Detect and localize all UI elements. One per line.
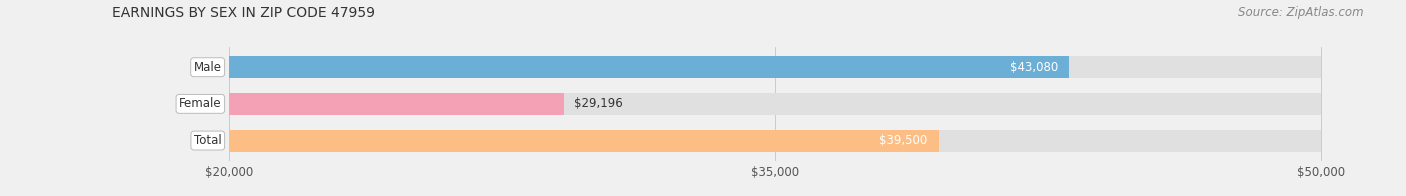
Text: Total: Total xyxy=(194,134,222,147)
Bar xyxy=(229,93,564,115)
Text: EARNINGS BY SEX IN ZIP CODE 47959: EARNINGS BY SEX IN ZIP CODE 47959 xyxy=(112,6,375,20)
Bar xyxy=(229,56,1069,78)
Text: $39,500: $39,500 xyxy=(879,134,928,147)
Bar xyxy=(229,56,1320,78)
Text: Female: Female xyxy=(179,97,222,110)
Bar xyxy=(229,93,1320,115)
Text: Male: Male xyxy=(194,61,222,74)
Text: $29,196: $29,196 xyxy=(575,97,623,110)
Bar xyxy=(229,130,1320,152)
Bar xyxy=(229,130,939,152)
Text: $43,080: $43,080 xyxy=(1010,61,1057,74)
Text: Source: ZipAtlas.com: Source: ZipAtlas.com xyxy=(1239,6,1364,19)
